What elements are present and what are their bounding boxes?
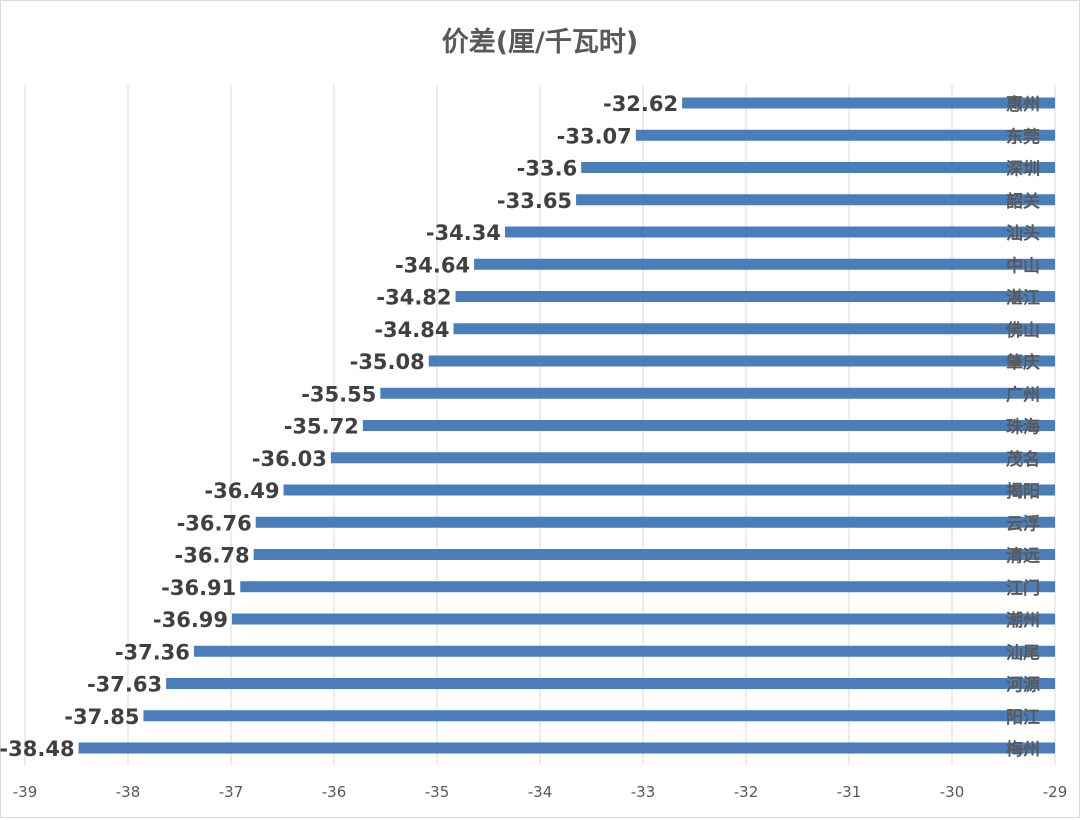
data-label: -36.03 (252, 447, 327, 471)
data-label: -36.49 (204, 479, 279, 503)
chart-title: 价差(厘/千瓦时) (441, 27, 639, 58)
bar (682, 97, 1055, 109)
category-label: 韶关 (1006, 191, 1040, 212)
bar (193, 645, 1056, 657)
bar (504, 226, 1056, 238)
x-tick-label: -39 (13, 783, 38, 801)
data-label: -32.62 (603, 92, 678, 116)
category-label: 茂名 (1006, 449, 1040, 470)
data-label: -36.78 (175, 544, 250, 568)
data-label: -37.63 (87, 673, 162, 697)
bar (362, 420, 1056, 431)
data-label: -35.55 (301, 382, 376, 406)
data-label: -33.6 (517, 157, 578, 181)
bar (380, 387, 1056, 399)
category-label: 东莞 (1006, 126, 1040, 147)
category-label: 阳江 (1006, 708, 1040, 728)
data-label: -35.72 (284, 415, 359, 439)
category-label: 河源 (1006, 675, 1040, 696)
bar (253, 549, 1055, 560)
category-label: 云浮 (1006, 513, 1040, 534)
bar (143, 710, 1055, 722)
bar (453, 323, 1056, 335)
data-label: -36.76 (177, 511, 252, 535)
category-label: 深圳 (1006, 159, 1040, 180)
x-tick-label: -30 (940, 783, 965, 801)
category-label: 揭阳 (1006, 481, 1040, 502)
category-label: 广州 (1006, 384, 1040, 405)
category-label: 中山 (1006, 255, 1040, 276)
category-label: 清远 (1006, 546, 1040, 567)
category-label: 潮州 (1006, 610, 1040, 631)
data-label: -34.64 (395, 253, 470, 277)
data-label: -33.07 (557, 124, 632, 148)
category-label: 肇庆 (1006, 352, 1040, 373)
data-label: -33.65 (497, 189, 572, 213)
x-tick-label: -31 (837, 783, 862, 801)
bar (166, 678, 1056, 689)
bar (428, 355, 1055, 367)
data-label: -37.85 (64, 705, 139, 729)
data-label: -37.36 (115, 640, 190, 664)
data-label: -34.34 (426, 221, 501, 245)
category-label: 汕尾 (1006, 643, 1040, 663)
category-label: 江门 (1006, 578, 1040, 599)
x-tick-label: -37 (219, 783, 244, 801)
x-tick-label: -33 (631, 783, 656, 801)
data-label: -34.84 (374, 318, 449, 342)
x-tick-label: -36 (322, 783, 347, 801)
bar (455, 291, 1055, 302)
x-tick-label: -35 (425, 783, 450, 801)
category-label: 汕头 (1006, 224, 1040, 244)
data-label: -34.82 (376, 286, 451, 310)
bar (635, 129, 1055, 141)
data-label: -36.91 (161, 576, 236, 600)
bar (474, 258, 1056, 270)
x-tick-label: -29 (1043, 783, 1068, 801)
category-label: 湛江 (1006, 288, 1040, 309)
bar (283, 484, 1055, 496)
category-label: 惠州 (1006, 94, 1040, 115)
bar (576, 194, 1055, 206)
bar (330, 452, 1055, 464)
category-label: 珠海 (1006, 417, 1040, 438)
bar (78, 742, 1055, 754)
x-tick-label: -32 (734, 783, 759, 801)
category-label: 佛山 (1005, 320, 1040, 341)
bar (581, 162, 1055, 173)
data-label: -36.99 (153, 608, 228, 632)
x-tick-label: -38 (116, 783, 141, 801)
data-label: -38.48 (0, 737, 75, 761)
bar (240, 581, 1055, 593)
x-tick-label: -34 (528, 783, 553, 801)
data-label: -35.08 (350, 350, 425, 374)
bar (255, 516, 1056, 528)
category-label: 梅州 (1006, 739, 1040, 760)
bar (232, 613, 1055, 625)
